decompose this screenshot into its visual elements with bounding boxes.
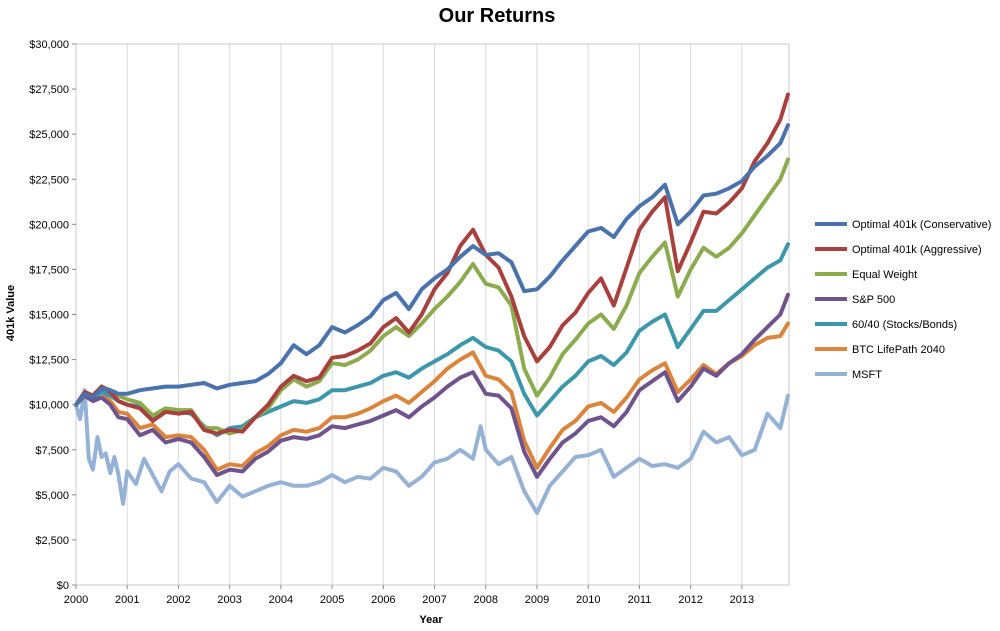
y-tick-label: $15,000 bbox=[29, 310, 69, 322]
series-line-0 bbox=[74, 123, 790, 407]
plot-area bbox=[75, 43, 790, 586]
y-tick-label: $25,000 bbox=[29, 129, 69, 141]
legend-label: S&P 500 bbox=[852, 294, 895, 306]
y-tick-label: $30,000 bbox=[29, 39, 69, 51]
legend-label: Optimal 401k (Aggressive) bbox=[852, 244, 982, 256]
y-tick-label: $5,000 bbox=[35, 490, 69, 502]
legend: Optimal 401k (Conservative) Optimal 401k … bbox=[815, 219, 991, 381]
x-tick-label: 2004 bbox=[269, 594, 293, 606]
x-tick-label: 2008 bbox=[474, 594, 498, 606]
y-tick-label: $10,000 bbox=[29, 400, 69, 412]
legend-label: MSFT bbox=[852, 369, 882, 381]
legend-label: Optimal 401k (Conservative) bbox=[852, 219, 991, 231]
y-tick-label: $7,500 bbox=[35, 445, 69, 457]
x-tick-label: 2012 bbox=[678, 594, 702, 606]
y-tick-label: $2,500 bbox=[35, 535, 69, 547]
x-axis-ticks: 2000 2001 2002 2003 2004 2005 2006 2007 2008 2009… bbox=[64, 585, 754, 606]
y-tick-label: $22,500 bbox=[29, 174, 69, 186]
y-tick-label: $17,500 bbox=[29, 264, 69, 276]
x-tick-label: 2013 bbox=[730, 594, 754, 606]
series-line-5 bbox=[74, 321, 790, 472]
y-tick-label: $27,500 bbox=[29, 84, 69, 96]
x-axis-label: Year bbox=[419, 614, 443, 626]
y-tick-label: $20,000 bbox=[29, 219, 69, 231]
x-tick-label: 2010 bbox=[576, 594, 600, 606]
x-tick-label: 2007 bbox=[422, 594, 446, 606]
y-tick-label: $12,500 bbox=[29, 355, 69, 367]
x-tick-label: 2011 bbox=[628, 594, 652, 606]
series-line-4 bbox=[74, 242, 790, 438]
y-tick-label: $0 bbox=[57, 580, 69, 592]
series-lines bbox=[74, 92, 790, 515]
series-line-2 bbox=[74, 157, 790, 436]
chart-title: Our Returns bbox=[439, 5, 556, 27]
x-tick-label: 2000 bbox=[64, 594, 88, 606]
y-axis-label: 401k Value bbox=[5, 285, 17, 341]
legend-label: BTC LifePath 2040 bbox=[852, 344, 945, 356]
x-tick-label: 2002 bbox=[166, 594, 190, 606]
x-tick-label: 2003 bbox=[217, 594, 241, 606]
y-axis-ticks: $0 $2,500 $5,000 $7,500 $10,000 $12,500 $15,00… bbox=[29, 39, 76, 592]
x-tick-label: 2005 bbox=[320, 594, 344, 606]
x-tick-label: 2006 bbox=[371, 594, 395, 606]
series-line-3 bbox=[74, 292, 790, 479]
x-tick-label: 2009 bbox=[525, 594, 549, 606]
legend-label: 60/40 (Stocks/Bonds) bbox=[852, 319, 957, 331]
x-tick-label: 2001 bbox=[115, 594, 139, 606]
legend-label: Equal Weight bbox=[852, 269, 917, 281]
series-line-6 bbox=[74, 388, 790, 515]
gridlines bbox=[126, 44, 743, 585]
series-line-1 bbox=[74, 92, 790, 436]
